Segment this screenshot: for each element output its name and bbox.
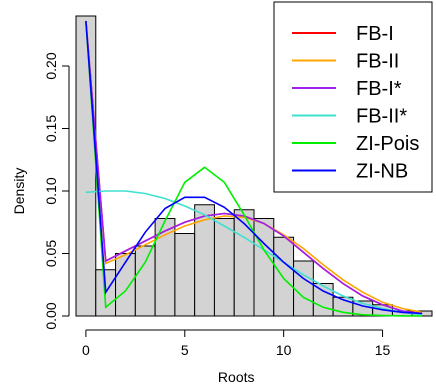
x-tick-label: 5 [181,342,189,358]
legend-label: FB-II* [356,106,407,128]
legend-label: FB-II [356,51,399,73]
x-tick-label: 0 [82,342,90,358]
histogram-bar [134,245,156,317]
axes: 0 5 10 15 0.00 0.05 0.10 0.15 0.20 [43,52,391,358]
histogram-bar [174,233,196,317]
legend-label: FB-I* [356,78,402,100]
legend: FB-I FB-II FB-I* FB-II* ZI-Pois ZI-NB [273,1,433,193]
histogram-bar [154,218,176,317]
curve-zi-pois [85,20,423,317]
curve-fb-ii- [85,190,423,316]
curve-fb-i- [85,20,423,315]
y-tick-label: 0.10 [43,177,59,204]
x-axis-label: Roots [218,369,255,385]
y-tick-label: 0.15 [43,115,59,142]
legend-label: ZI-Pois [356,133,419,155]
legend-label: FB-I [356,23,394,45]
curve-zi-nb [85,20,423,315]
x-tick-label: 15 [375,342,391,358]
histogram-bar [293,260,314,317]
x-tick-label: 10 [276,342,292,358]
histogram-bar [312,283,334,317]
fitted-curves [85,20,423,317]
histogram-bar [253,218,275,317]
y-tick-label: 0.20 [43,52,59,79]
histogram-bar [75,15,97,317]
legend-label: ZI-NB [356,161,408,183]
legend-box [273,1,433,193]
y-tick-label: 0.00 [43,302,59,329]
y-tick-label: 0.05 [43,240,59,267]
histogram-bar [273,236,295,317]
y-axis-label: Density [11,168,27,215]
histogram-bar [213,218,235,317]
